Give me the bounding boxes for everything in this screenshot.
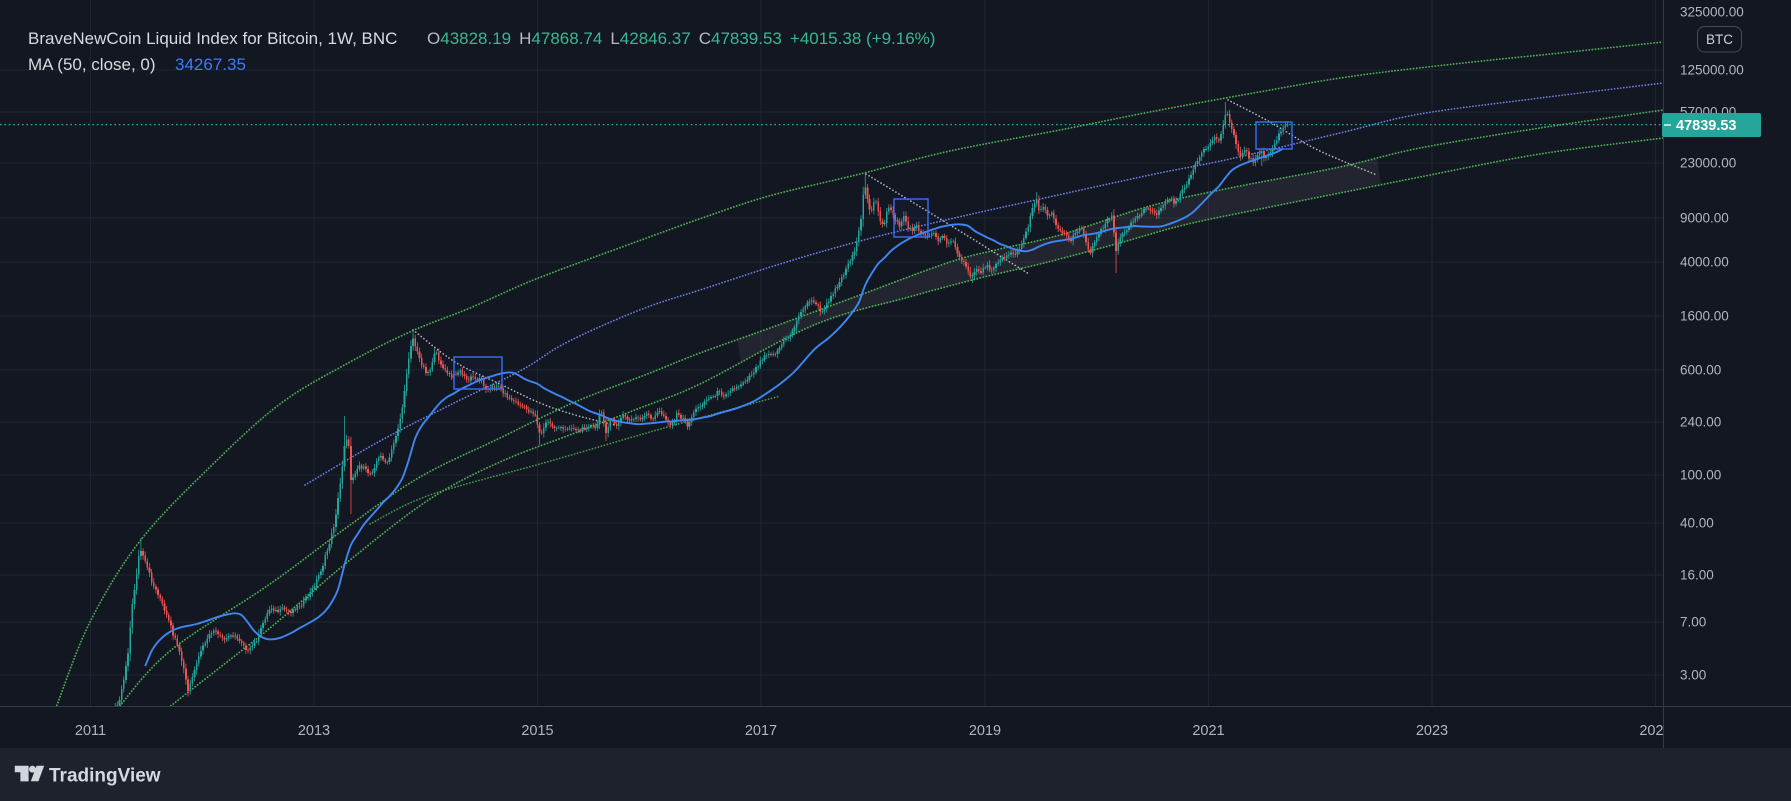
svg-text:100.00: 100.00 [1680, 468, 1721, 483]
svg-text:3.00: 3.00 [1680, 668, 1706, 683]
svg-text:2017: 2017 [745, 723, 777, 739]
svg-text:40.00: 40.00 [1680, 516, 1714, 531]
svg-text:34267.35: 34267.35 [175, 55, 246, 74]
svg-text:2021: 2021 [1192, 723, 1224, 739]
svg-text:600.00: 600.00 [1680, 363, 1721, 378]
svg-text:1600.00: 1600.00 [1680, 309, 1729, 324]
svg-text:2025: 2025 [1639, 723, 1671, 739]
svg-text:BraveNewCoin Liquid Index for: BraveNewCoin Liquid Index for Bitcoin, 1… [28, 29, 397, 48]
svg-text:240.00: 240.00 [1680, 415, 1721, 430]
svg-text:TradingView: TradingView [49, 766, 161, 787]
svg-text:2019: 2019 [969, 723, 1001, 739]
svg-text:MA (50, close, 0): MA (50, close, 0) [28, 55, 156, 74]
svg-text:2013: 2013 [298, 723, 330, 739]
svg-text:47839.53: 47839.53 [1676, 118, 1736, 134]
svg-text:9000.00: 9000.00 [1680, 211, 1729, 226]
svg-text:325000.00: 325000.00 [1680, 5, 1744, 20]
svg-text:BTC: BTC [1706, 32, 1733, 47]
svg-text:4000.00: 4000.00 [1680, 255, 1729, 270]
svg-text:125000.00: 125000.00 [1680, 63, 1744, 78]
svg-text:2023: 2023 [1416, 723, 1448, 739]
svg-text:7.00: 7.00 [1680, 615, 1706, 630]
svg-text:2011: 2011 [75, 723, 106, 739]
svg-text:2015: 2015 [521, 723, 553, 739]
svg-text:23000.00: 23000.00 [1680, 156, 1736, 171]
svg-text:16.00: 16.00 [1680, 568, 1714, 583]
